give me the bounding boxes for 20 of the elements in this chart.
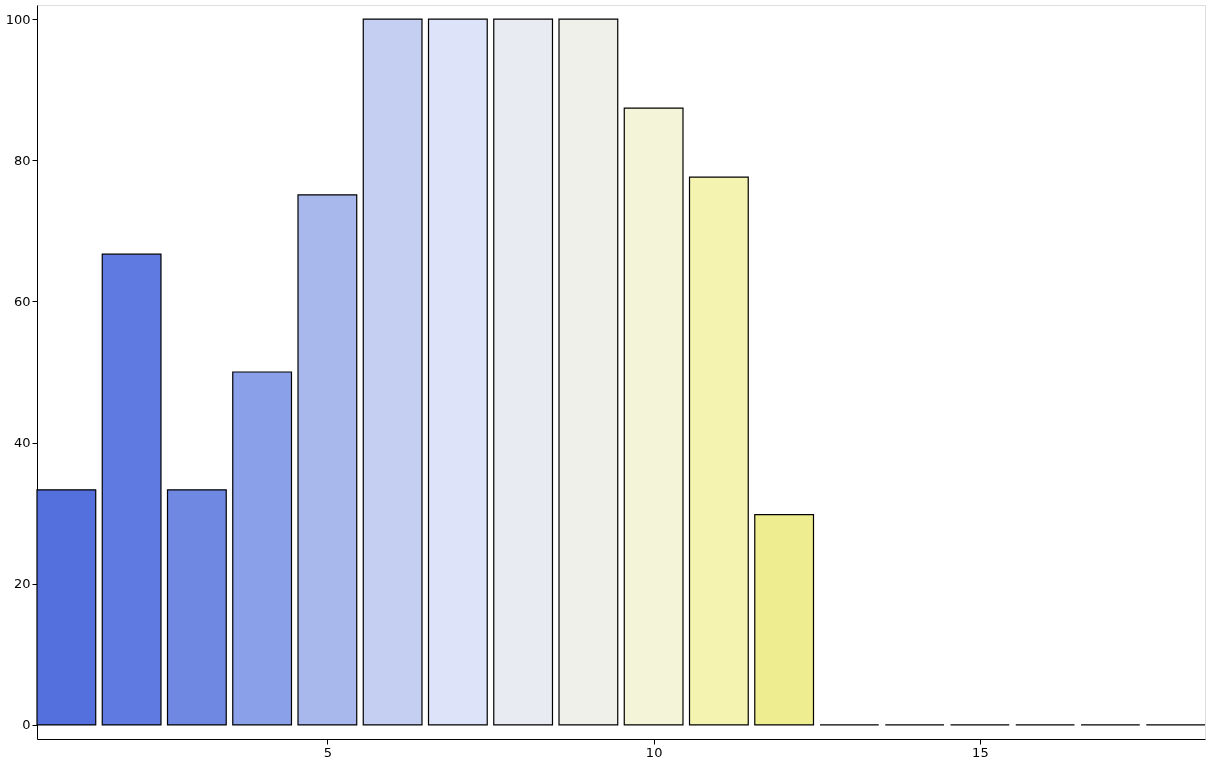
y-tick-label: 0 [22,717,31,733]
bar [232,371,293,726]
bar [558,18,619,726]
bar [427,18,488,726]
y-tick-label: 60 [13,293,31,309]
x-tick-label: 5 [323,744,333,760]
bar [101,253,162,726]
x-tick-label: 15 [972,744,989,760]
y-tick-label: 20 [13,576,31,592]
bar [362,18,423,726]
y-tick-label: 40 [13,435,31,451]
bar [297,194,358,726]
y-tick-label: 100 [5,11,31,27]
bar [493,18,554,726]
x-tick-label: 10 [645,744,663,760]
bar [166,489,227,726]
bar [623,107,684,726]
y-tick-label: 80 [13,152,31,168]
bar [688,176,749,726]
bar [754,513,815,726]
